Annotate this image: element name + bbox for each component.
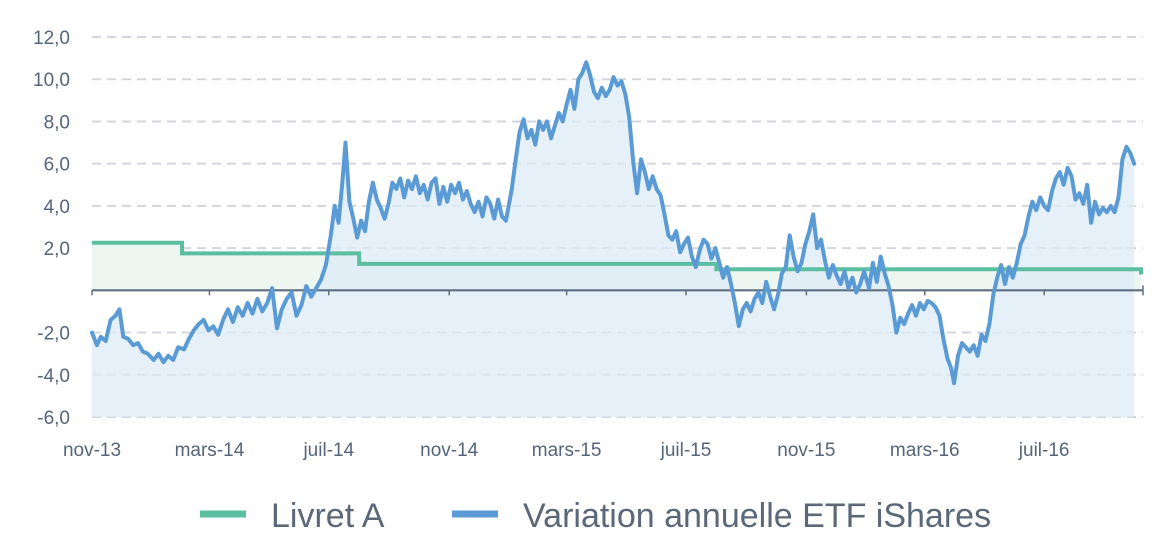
x-tick-label: mars-16	[890, 440, 960, 461]
legend: Livret A Variation annuelle ETF iShares	[200, 497, 991, 535]
x-tick-label: nov-15	[777, 440, 835, 461]
x-tick-label: mars-15	[532, 440, 602, 461]
x-tick-label: nov-14	[420, 440, 479, 461]
y-tick-label: 4,0	[44, 197, 70, 218]
legend-label-etf-ishares: Variation annuelle ETF iShares	[523, 497, 991, 535]
series-lines	[90, 60, 1143, 386]
y-tick-label: -6,0	[37, 408, 70, 429]
y-tick-label: 2,0	[44, 239, 70, 260]
etf-area	[92, 62, 1135, 418]
area-fills	[92, 62, 1141, 418]
x-tick-label: nov-13	[63, 440, 121, 461]
y-tick-label: 6,0	[44, 155, 70, 176]
y-tick-label: -2,0	[37, 324, 70, 345]
y-axis-tick-labels: 12,0 10,0 8,0 6,0 4,0 2,0 -2,0 -4,0 -6,0	[33, 28, 70, 429]
x-tick-label: juil-16	[1018, 440, 1070, 461]
x-axis-tick-labels: nov-13 mars-14 juil-14 nov-14 mars-15 juil-15…	[63, 440, 1070, 461]
etf-ishares-line	[90, 60, 1137, 386]
y-tick-label: 10,0	[33, 70, 70, 91]
axes	[91, 285, 1144, 296]
x-tick-label: juil-14	[302, 440, 354, 461]
legend-label-livret-a: Livret A	[271, 497, 385, 535]
y-tick-label: 12,0	[33, 28, 70, 49]
y-tick-label: 8,0	[44, 112, 70, 133]
x-tick-label: juil-15	[660, 440, 712, 461]
y-tick-label: -4,0	[37, 366, 70, 387]
x-tick-label: mars-14	[175, 440, 245, 461]
